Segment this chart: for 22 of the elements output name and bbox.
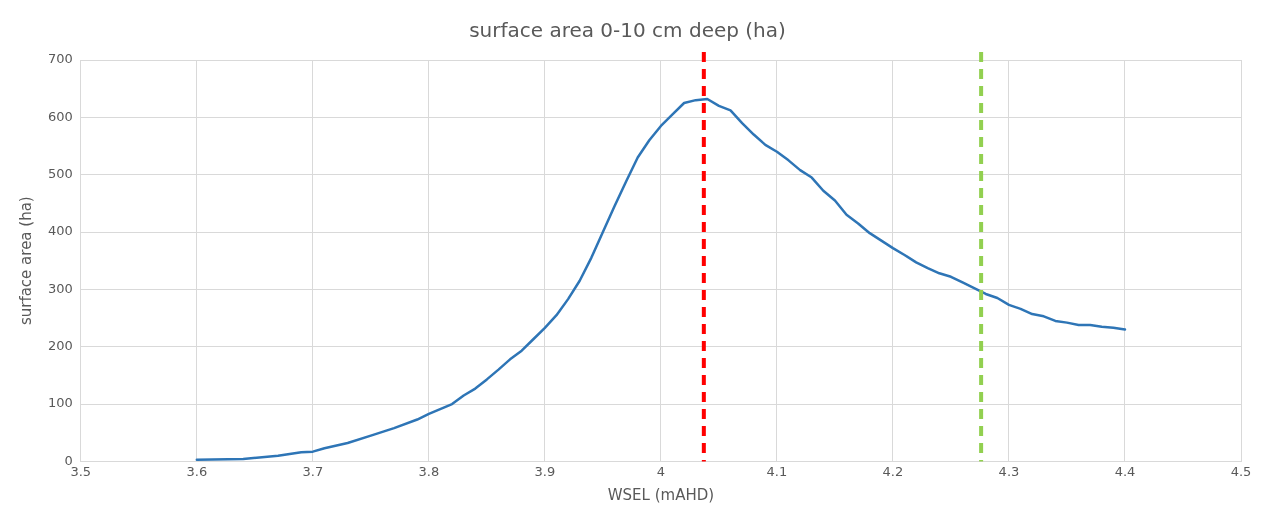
y-tick-label: 300 [47, 280, 73, 296]
y-tick-label: 600 [47, 108, 73, 124]
x-tick-label: 4.5 [1230, 463, 1252, 479]
x-tick-label: 3.6 [186, 463, 208, 479]
x-tick-label: 4.3 [998, 463, 1020, 479]
x-tick-label: 3.5 [70, 463, 92, 479]
chart-title: surface area 0-10 cm deep (ha) [469, 18, 786, 43]
y-tick-label: 0 [64, 452, 73, 468]
x-tick-label: 4 [656, 463, 666, 479]
y-tick-label: 700 [47, 51, 73, 67]
y-tick-label: 500 [47, 166, 73, 182]
y-tick-label: 100 [47, 395, 73, 411]
x-tick-label: 3.7 [302, 463, 324, 479]
x-tick-label: 4.4 [1114, 463, 1136, 479]
x-tick-label: 3.9 [534, 463, 556, 479]
x-tick-label: 3.8 [418, 463, 440, 479]
y-axis-title: surface area (ha) [16, 196, 35, 326]
y-tick-label: 400 [47, 223, 73, 239]
x-tick-label: 4.2 [882, 463, 904, 479]
x-axis-title: WSEL (mAHD) [607, 485, 715, 504]
y-tick-label: 200 [47, 338, 73, 354]
x-tick-label: 4.1 [766, 463, 788, 479]
